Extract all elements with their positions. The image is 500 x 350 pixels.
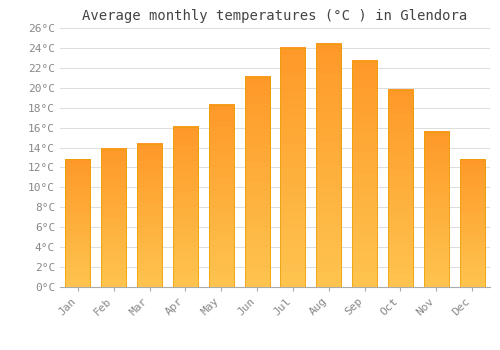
Bar <box>316 44 342 287</box>
Bar <box>460 160 484 287</box>
Title: Average monthly temperatures (°C ) in Glendora: Average monthly temperatures (°C ) in Gl… <box>82 9 468 23</box>
Bar <box>137 144 162 287</box>
Bar <box>316 44 342 287</box>
Bar <box>66 160 90 287</box>
Bar <box>101 148 126 287</box>
Bar <box>388 90 413 287</box>
Bar <box>460 160 484 287</box>
Bar <box>244 77 270 287</box>
Bar <box>173 127 198 287</box>
Bar <box>137 144 162 287</box>
Bar <box>424 132 449 287</box>
Bar <box>280 48 305 287</box>
Bar <box>244 77 270 287</box>
Bar <box>352 61 377 287</box>
Bar <box>66 160 90 287</box>
Bar <box>352 61 377 287</box>
Bar <box>208 105 234 287</box>
Bar <box>424 132 449 287</box>
Bar <box>208 105 234 287</box>
Bar <box>173 127 198 287</box>
Bar <box>280 48 305 287</box>
Bar <box>388 90 413 287</box>
Bar <box>101 148 126 287</box>
